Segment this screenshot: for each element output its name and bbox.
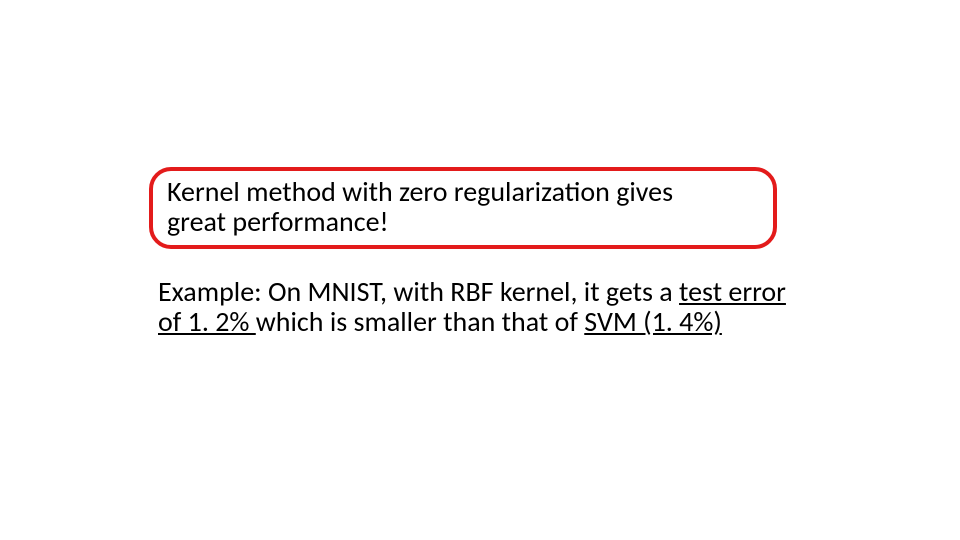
- body-paragraph: Example: On MNIST, with RBF kernel, it g…: [158, 277, 798, 337]
- highlight-callout: Kernel method with zero regularization g…: [149, 167, 777, 249]
- body-seg-4-underlined: SVM (1. 4%): [584, 304, 722, 339]
- callout-line-2: great performance!: [167, 204, 389, 239]
- slide: { "callout": { "line1": "Kernel method w…: [0, 0, 960, 540]
- body-seg-3: which is smaller than that of: [256, 304, 584, 339]
